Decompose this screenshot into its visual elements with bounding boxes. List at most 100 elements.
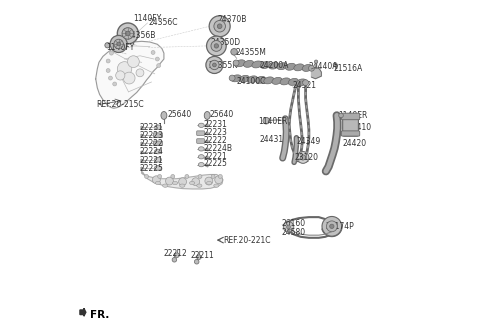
Circle shape [233, 60, 239, 66]
Circle shape [157, 174, 162, 178]
Ellipse shape [255, 76, 266, 83]
Text: 24440A: 24440A [309, 62, 338, 71]
Text: 25640: 25640 [210, 110, 234, 119]
Circle shape [185, 174, 189, 178]
FancyBboxPatch shape [154, 141, 163, 146]
FancyBboxPatch shape [197, 131, 204, 135]
Circle shape [215, 176, 223, 184]
Circle shape [117, 42, 120, 46]
Circle shape [322, 216, 342, 236]
Circle shape [217, 24, 222, 29]
Ellipse shape [155, 166, 162, 170]
Text: 22222: 22222 [140, 139, 164, 148]
Polygon shape [96, 41, 164, 108]
Text: 24350D: 24350D [210, 38, 240, 47]
Ellipse shape [286, 63, 296, 70]
Ellipse shape [294, 64, 304, 71]
Ellipse shape [264, 77, 274, 84]
Text: 22225: 22225 [140, 164, 164, 173]
Ellipse shape [190, 181, 195, 185]
Text: 22223: 22223 [140, 131, 164, 140]
Text: 24370B: 24370B [217, 15, 246, 24]
Polygon shape [142, 171, 223, 189]
Text: 24410: 24410 [348, 123, 372, 133]
Text: 22224B: 22224B [204, 144, 233, 153]
Circle shape [206, 36, 226, 56]
Ellipse shape [155, 157, 162, 162]
Text: 24580: 24580 [282, 228, 306, 237]
Ellipse shape [302, 65, 312, 72]
Circle shape [171, 174, 175, 178]
FancyBboxPatch shape [341, 113, 360, 120]
Ellipse shape [231, 75, 241, 82]
Polygon shape [312, 67, 321, 79]
Circle shape [263, 117, 270, 124]
Circle shape [122, 28, 133, 39]
Ellipse shape [163, 184, 168, 187]
Text: 24200A: 24200A [260, 61, 289, 70]
Circle shape [214, 20, 226, 32]
Ellipse shape [252, 61, 262, 68]
Ellipse shape [296, 79, 307, 86]
Circle shape [213, 63, 216, 67]
Circle shape [314, 60, 318, 63]
Ellipse shape [206, 181, 212, 185]
Text: REF.20-215C: REF.20-215C [96, 100, 144, 110]
FancyBboxPatch shape [197, 139, 204, 143]
Circle shape [205, 177, 213, 185]
Ellipse shape [247, 76, 258, 83]
Circle shape [123, 72, 135, 84]
Circle shape [114, 39, 123, 49]
Circle shape [197, 255, 201, 259]
Ellipse shape [172, 181, 178, 185]
Circle shape [105, 43, 110, 48]
Circle shape [151, 51, 155, 54]
Text: 23120: 23120 [294, 153, 318, 162]
Ellipse shape [243, 60, 254, 67]
Ellipse shape [197, 184, 202, 187]
Circle shape [211, 174, 215, 178]
Circle shape [210, 60, 219, 70]
Circle shape [214, 44, 218, 48]
Text: 22222: 22222 [204, 136, 228, 145]
Circle shape [283, 222, 294, 232]
Ellipse shape [198, 154, 204, 159]
Circle shape [116, 71, 125, 80]
Ellipse shape [198, 123, 204, 127]
FancyBboxPatch shape [341, 131, 360, 136]
Circle shape [179, 178, 187, 186]
Circle shape [175, 253, 180, 257]
Text: 22224: 22224 [140, 147, 164, 156]
Circle shape [109, 51, 113, 55]
Circle shape [113, 82, 117, 86]
Ellipse shape [214, 184, 219, 187]
Circle shape [218, 174, 222, 178]
Circle shape [106, 69, 110, 72]
Circle shape [172, 257, 177, 262]
Circle shape [117, 23, 138, 44]
Text: 22231: 22231 [204, 120, 228, 129]
Circle shape [144, 174, 148, 178]
Circle shape [106, 59, 110, 63]
Circle shape [153, 176, 160, 184]
Ellipse shape [272, 77, 282, 84]
Circle shape [330, 224, 334, 229]
Circle shape [156, 64, 161, 68]
Text: REF.20-221C: REF.20-221C [223, 236, 270, 245]
Text: 24420: 24420 [342, 139, 366, 148]
Circle shape [198, 174, 202, 178]
Text: 21516A: 21516A [334, 64, 363, 73]
Text: 1140FY: 1140FY [106, 43, 134, 52]
Text: 24431: 24431 [260, 135, 284, 144]
Circle shape [209, 16, 230, 37]
Polygon shape [80, 308, 86, 316]
Ellipse shape [155, 149, 162, 154]
Text: 26160: 26160 [282, 219, 306, 228]
Text: 24100C: 24100C [237, 77, 266, 86]
Text: 24355K: 24355K [209, 61, 238, 70]
Circle shape [117, 62, 132, 76]
Ellipse shape [280, 78, 290, 85]
Circle shape [326, 221, 337, 232]
Text: 24349: 24349 [297, 137, 321, 146]
Circle shape [136, 69, 144, 77]
